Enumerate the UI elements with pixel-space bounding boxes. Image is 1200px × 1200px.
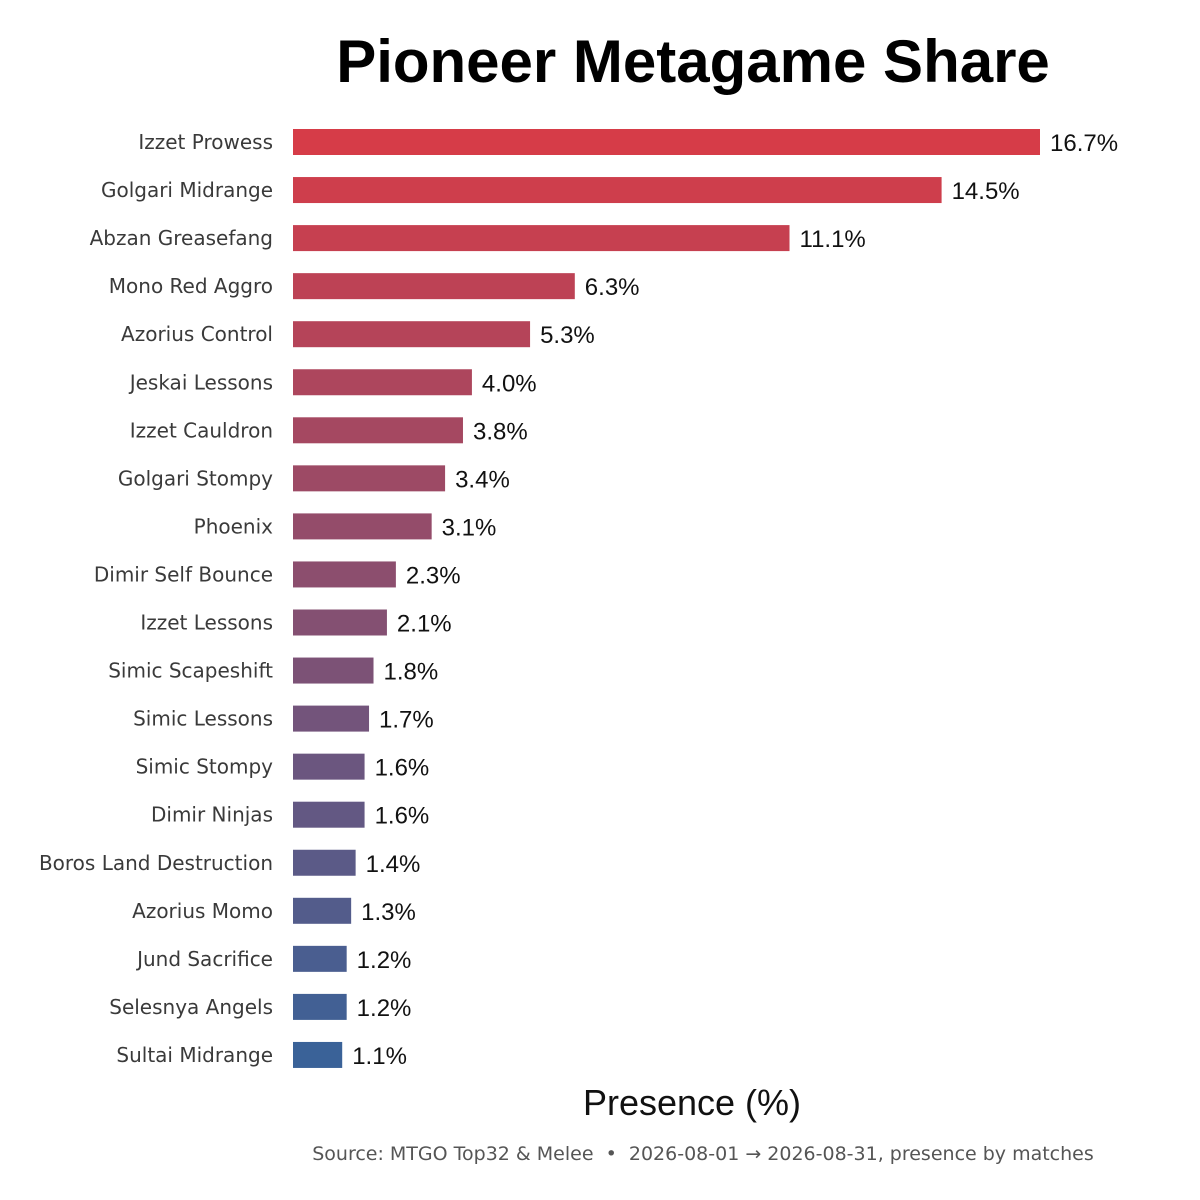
bar: [293, 177, 942, 204]
value-label: 3.1%: [442, 514, 497, 541]
bar: [293, 273, 575, 300]
bar: [293, 705, 370, 732]
category-label: Dimir Ninjas: [151, 803, 273, 827]
category-label: Izzet Prowess: [138, 130, 273, 154]
value-label: 1.7%: [379, 707, 434, 734]
bar: [293, 321, 531, 348]
value-label: 1.6%: [375, 755, 430, 782]
category-label: Abzan Greasefang: [90, 226, 273, 250]
value-label: 6.3%: [585, 274, 640, 301]
bar: [293, 465, 446, 492]
category-label: Mono Red Aggro: [109, 274, 273, 298]
category-label: Boros Land Destruction: [39, 851, 273, 875]
category-label: Selesnya Angels: [109, 995, 273, 1019]
value-label: 1.8%: [384, 659, 439, 686]
value-label: 1.3%: [361, 899, 416, 926]
value-label: 3.8%: [473, 418, 528, 445]
value-label: 2.3%: [406, 562, 461, 589]
category-label: Phoenix: [194, 514, 274, 538]
category-label: Azorius Control: [121, 322, 273, 346]
value-label: 14.5%: [952, 178, 1020, 205]
value-label: 11.1%: [800, 226, 866, 253]
category-label: Izzet Cauldron: [130, 418, 273, 442]
category-label: Simic Lessons: [133, 707, 273, 731]
category-label: Simic Stompy: [136, 755, 274, 779]
category-label: Simic Scapeshift: [108, 659, 273, 683]
x-axis-title: Presence (%): [583, 1082, 801, 1123]
value-label: 3.4%: [455, 466, 510, 493]
category-label: Sultai Midrange: [116, 1043, 273, 1067]
value-label: 1.2%: [357, 995, 412, 1022]
category-label: Jeskai Lessons: [128, 370, 273, 394]
bar: [293, 609, 387, 636]
bar: [293, 801, 365, 828]
bar: [293, 561, 396, 588]
value-label: 16.7%: [1050, 130, 1118, 157]
category-label: Golgari Midrange: [101, 178, 273, 202]
bar: [293, 129, 1040, 155]
value-label: 1.4%: [366, 851, 421, 878]
category-label: Izzet Lessons: [140, 611, 273, 635]
bars-group: Izzet Prowess 16.7% Golgari Midrange 14.5% A…: [39, 129, 1118, 1070]
bar: [293, 945, 347, 972]
category-label: Dimir Self Bounce: [94, 562, 273, 586]
category-label: Golgari Stompy: [118, 466, 273, 490]
source-note: Source: MTGO Top32 & Melee • 2026-08-01 …: [312, 1143, 1094, 1165]
value-label: 1.6%: [375, 803, 430, 830]
bar: [293, 417, 463, 444]
bar: [293, 993, 347, 1020]
value-label: 2.1%: [397, 611, 452, 638]
bar: [293, 513, 432, 540]
chart-title: Pioneer Metagame Share: [336, 28, 1050, 95]
category-label: Azorius Momo: [132, 899, 273, 923]
value-label: 4.0%: [482, 370, 537, 397]
bar: [293, 753, 365, 780]
bar: [293, 225, 790, 252]
bar: [293, 1041, 343, 1068]
value-label: 5.3%: [540, 322, 595, 349]
bar: [293, 897, 352, 924]
bar: [293, 657, 374, 684]
category-label: Jund Sacrifice: [135, 947, 273, 971]
value-label: 1.1%: [352, 1043, 407, 1070]
bar: [293, 369, 472, 396]
bar: [293, 849, 356, 876]
value-label: 1.2%: [357, 947, 412, 974]
